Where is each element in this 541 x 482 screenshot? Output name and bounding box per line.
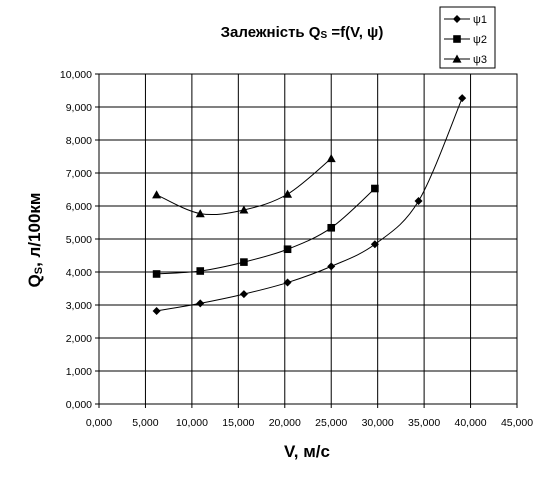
legend-marker [452, 54, 462, 63]
y-tick-label: 9,000 [66, 102, 92, 114]
legend-item: ψ3 [444, 54, 487, 66]
y-tick-label: 6,000 [66, 201, 92, 213]
data-point [326, 153, 336, 163]
data-point [240, 258, 248, 266]
chart-title-rest: =f(V, ψ) [327, 24, 383, 41]
data-point [283, 189, 293, 198]
x-tick-label: 40,000 [454, 417, 486, 429]
chart-title-main: Залежність Q [221, 24, 321, 41]
chart-title: Залежність QS =f(V, ψ) [221, 24, 384, 41]
legend-label: ψ1 [473, 14, 487, 26]
legend-label: ψ2 [473, 34, 487, 46]
y-axis-title-rest: , л/100км [25, 193, 44, 267]
series-layer [152, 94, 467, 315]
legend-label: ψ3 [473, 54, 487, 66]
data-point [458, 94, 467, 103]
x-axis-title: V, м/с [284, 442, 330, 461]
grid [98, 73, 518, 405]
data-point [283, 278, 292, 287]
data-point [414, 197, 423, 206]
data-point [327, 223, 336, 232]
data-point [152, 190, 162, 199]
data-point [370, 240, 379, 249]
y-tick-label: 5,000 [66, 234, 92, 246]
series-line [156, 188, 376, 275]
data-point [327, 262, 336, 271]
x-axis-ticks: 0,000 5,000 10,000 15,000 20,000 25,000 30,000… [86, 404, 533, 429]
data-point [196, 299, 205, 308]
x-tick-label: 5,000 [132, 417, 158, 429]
legend-marker [453, 35, 461, 43]
legend-box [439, 6, 496, 69]
y-tick-label: 0,000 [66, 399, 92, 411]
data-point [152, 306, 161, 315]
legend-item: ψ1 [444, 14, 487, 26]
y-axis-title-main: Q [25, 274, 44, 287]
y-tick-label: 3,000 [66, 300, 92, 312]
chart-title-subscript: S [320, 30, 327, 41]
data-point [152, 270, 161, 278]
legend: ψ1 ψ2 ψ3 [439, 6, 496, 69]
series-2 [152, 184, 379, 278]
y-tick-label: 1,000 [66, 366, 92, 378]
y-axis-title-subscript: S [33, 267, 45, 274]
data-point [196, 267, 205, 275]
series-line [156, 97, 463, 312]
data-point [283, 245, 292, 254]
y-tick-label: 4,000 [66, 267, 92, 279]
x-tick-label: 15,000 [222, 417, 254, 429]
y-axis-title: QS, л/100км [25, 193, 45, 288]
series-1 [152, 94, 467, 315]
x-tick-label: 0,000 [86, 417, 112, 429]
data-point [371, 184, 379, 193]
series-3 [152, 153, 336, 218]
y-tick-label: 7,000 [66, 168, 92, 180]
y-tick-label: 8,000 [66, 135, 92, 147]
y-tick-label: 10,000 [60, 69, 92, 81]
x-tick-label: 25,000 [315, 417, 347, 429]
x-tick-label: 20,000 [269, 417, 301, 429]
data-point [239, 205, 249, 214]
x-tick-label: 30,000 [362, 417, 394, 429]
legend-item: ψ2 [444, 34, 487, 46]
x-tick-label: 10,000 [176, 417, 208, 429]
legend-marker [453, 15, 461, 23]
y-tick-label: 2,000 [66, 333, 92, 345]
x-tick-label: 45,000 [501, 417, 533, 429]
x-tick-label: 35,000 [408, 417, 440, 429]
data-point [195, 209, 205, 218]
data-point [239, 290, 248, 299]
y-axis-ticks: 0,000 1,000 2,000 3,000 4,000 5,000 6,000 7,000… [60, 69, 99, 411]
